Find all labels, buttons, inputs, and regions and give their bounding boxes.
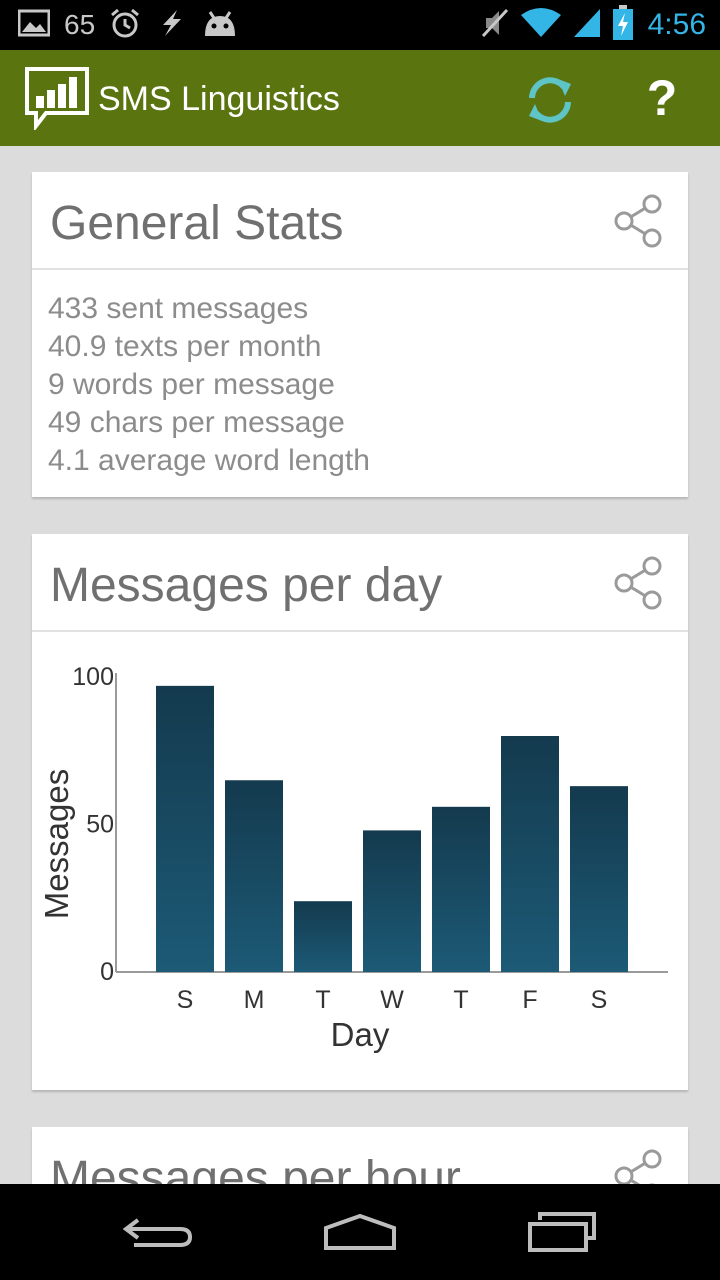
usb-debug-icon (155, 7, 187, 44)
y-tick-label: 50 (86, 811, 114, 839)
share-icon[interactable] (612, 556, 664, 610)
bar (432, 806, 490, 972)
x-tick-label: S (177, 986, 194, 1014)
alarm-icon (109, 7, 141, 44)
messages-per-day-title: Messages per day (50, 559, 443, 612)
stats-list: 433 sent messages 40.9 texts per month 9… (32, 270, 688, 480)
bar (363, 830, 421, 972)
clock: 4:56 (647, 8, 706, 41)
x-tick-label: T (315, 986, 330, 1014)
messages-per-day-chart: S M T W T F S 0 50 100 Day Messages (32, 632, 688, 1090)
bar (501, 736, 559, 972)
general-stats-card: General Stats 433 sent messages 40.9 tex… (32, 172, 688, 497)
home-icon[interactable] (320, 1208, 400, 1256)
stat-item: 40.9 texts per month (48, 330, 322, 363)
card-header: General Stats (32, 172, 688, 270)
stat-item: 9 words per message (48, 368, 335, 401)
app-title: SMS Linguistics (98, 80, 340, 118)
y-tick-label: 0 (100, 958, 114, 986)
wifi-icon (520, 7, 562, 44)
x-tick-label: S (591, 986, 608, 1014)
x-axis-label: Day (331, 1016, 390, 1053)
stat-item: 49 chars per message (48, 406, 345, 439)
card-header: Messages per day (32, 534, 688, 632)
bar (156, 685, 214, 972)
bar (294, 901, 352, 972)
refresh-icon[interactable] (522, 72, 578, 128)
signal-icon (572, 7, 602, 44)
action-bar: SMS Linguistics ? (0, 50, 720, 146)
app-logo-icon[interactable] (24, 66, 90, 132)
x-tick-label: M (244, 986, 265, 1014)
image-icon (17, 9, 51, 42)
stat-item: 4.1 average word length (48, 444, 370, 477)
bar (225, 780, 283, 972)
bar (570, 786, 628, 972)
status-bar: 65 4:56 (0, 0, 720, 50)
x-tick-label: F (522, 986, 537, 1014)
help-button[interactable]: ? (646, 70, 678, 126)
x-tick-label: T (453, 986, 468, 1014)
mute-icon (480, 7, 510, 44)
battery-charging-icon (612, 4, 634, 46)
y-tick-label: 100 (72, 663, 114, 691)
share-icon[interactable] (612, 194, 664, 248)
navigation-bar (0, 1184, 720, 1280)
stat-item: 433 sent messages (48, 292, 309, 325)
notification-count: 65 (64, 9, 96, 40)
general-stats-title: General Stats (50, 197, 344, 250)
recent-apps-icon[interactable] (520, 1208, 600, 1256)
x-tick-label: W (380, 986, 404, 1014)
back-icon[interactable] (120, 1208, 200, 1256)
y-axis-label: Messages (38, 769, 75, 919)
bar-chart: S M T W T F S 0 50 100 Day Messages (38, 663, 668, 1053)
android-icon (201, 8, 239, 43)
